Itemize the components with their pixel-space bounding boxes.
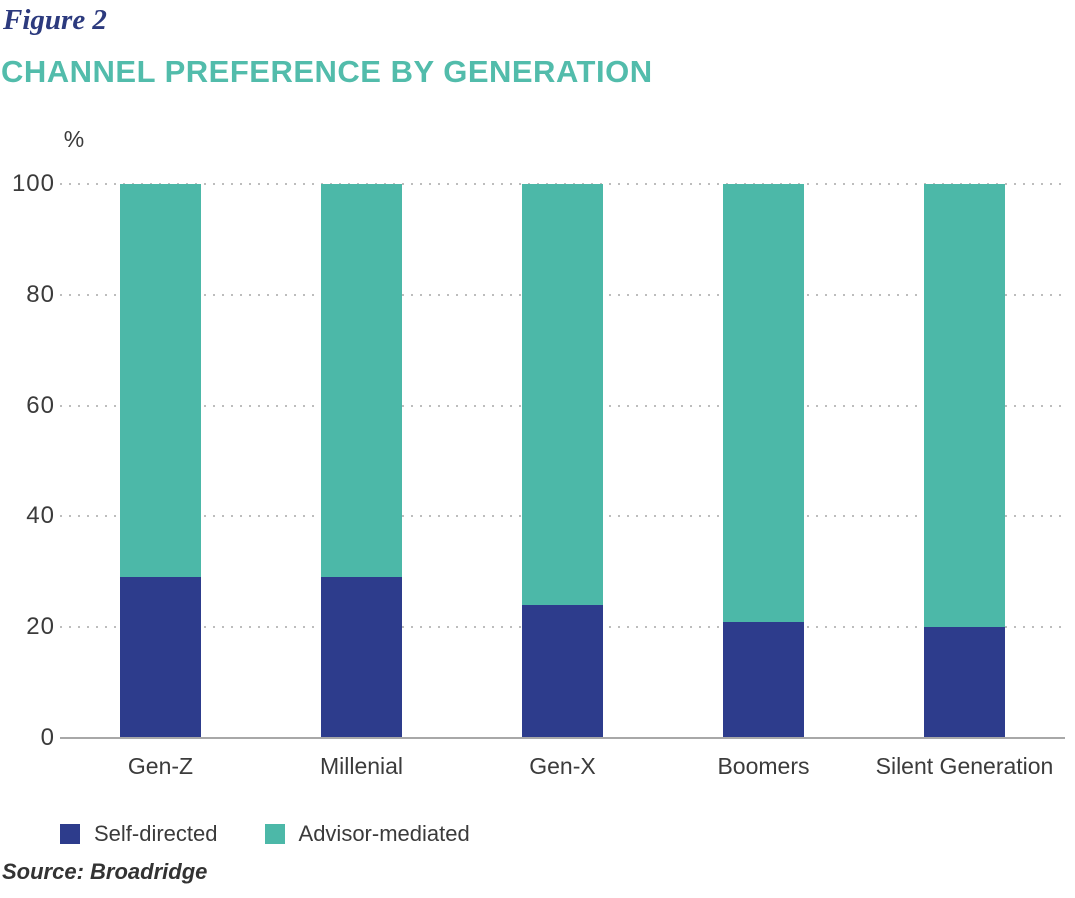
segment-self-directed-silent-generation bbox=[924, 627, 1005, 738]
x-label-boomers: Boomers bbox=[717, 753, 810, 779]
x-label-silent-generation: Silent Generation bbox=[875, 753, 1054, 779]
chart-legend: Self-directed Advisor-mediated bbox=[60, 821, 470, 847]
x-axis-line bbox=[60, 737, 1065, 739]
bar-slot-gen-z bbox=[60, 184, 261, 738]
y-tick-label-80: 80 bbox=[26, 280, 55, 308]
y-tick-label-60: 60 bbox=[26, 391, 55, 419]
chart-title: CHANNEL PREFERENCE BY GENERATION bbox=[1, 54, 653, 89]
stacked-bar-millenial bbox=[321, 184, 402, 738]
segment-self-directed-gen-z bbox=[120, 577, 201, 738]
stacked-bar-gen-x bbox=[522, 184, 603, 738]
legend-swatch-advisor-mediated bbox=[264, 824, 285, 844]
x-label-gen-z: Gen-Z bbox=[127, 753, 194, 779]
legend-label-self-directed: Self-directed bbox=[94, 821, 218, 846]
gridline-100 bbox=[60, 183, 1065, 185]
segment-advisor-mediated-gen-x bbox=[522, 184, 603, 606]
segment-self-directed-millenial bbox=[321, 577, 402, 738]
segment-advisor-mediated-boomers bbox=[723, 184, 804, 622]
segment-advisor-mediated-silent-generation bbox=[924, 184, 1005, 628]
bar-slot-boomers bbox=[663, 184, 864, 738]
figure-label: Figure 2 bbox=[3, 4, 107, 36]
y-tick-label-0: 0 bbox=[40, 724, 55, 751]
bar-slot-gen-x bbox=[462, 184, 663, 738]
y-axis-unit-label: % bbox=[63, 126, 85, 152]
plot-area bbox=[60, 183, 1065, 739]
bar-slot-silent-generation bbox=[864, 184, 1065, 738]
stacked-bar-gen-z bbox=[120, 184, 201, 738]
legend-swatch-self-directed bbox=[60, 824, 80, 844]
legend-item-advisor-mediated: Advisor-mediated bbox=[264, 821, 470, 847]
segment-self-directed-boomers bbox=[723, 621, 804, 738]
x-label-gen-x: Gen-X bbox=[529, 753, 596, 779]
x-axis-category-labels: Gen-Z Millenial Gen-X Boomers Silent Generat… bbox=[60, 753, 1065, 780]
y-tick-label-100: 100 bbox=[11, 170, 55, 197]
segment-advisor-mediated-gen-z bbox=[120, 184, 201, 578]
source-note: Source: Broadridge bbox=[2, 859, 208, 884]
segment-self-directed-gen-x bbox=[522, 605, 603, 738]
bars-container bbox=[60, 184, 1065, 738]
legend-label-advisor-mediated: Advisor-mediated bbox=[298, 821, 470, 846]
x-label-millenial: Millenial bbox=[319, 753, 404, 779]
y-tick-label-40: 40 bbox=[26, 502, 55, 530]
y-tick-label-20: 20 bbox=[26, 613, 55, 641]
stacked-bar-boomers bbox=[723, 184, 804, 738]
stacked-bar-silent-generation bbox=[924, 184, 1005, 738]
legend-item-self-directed: Self-directed bbox=[60, 821, 218, 847]
bar-slot-millenial bbox=[261, 184, 462, 738]
segment-advisor-mediated-millenial bbox=[321, 184, 402, 578]
